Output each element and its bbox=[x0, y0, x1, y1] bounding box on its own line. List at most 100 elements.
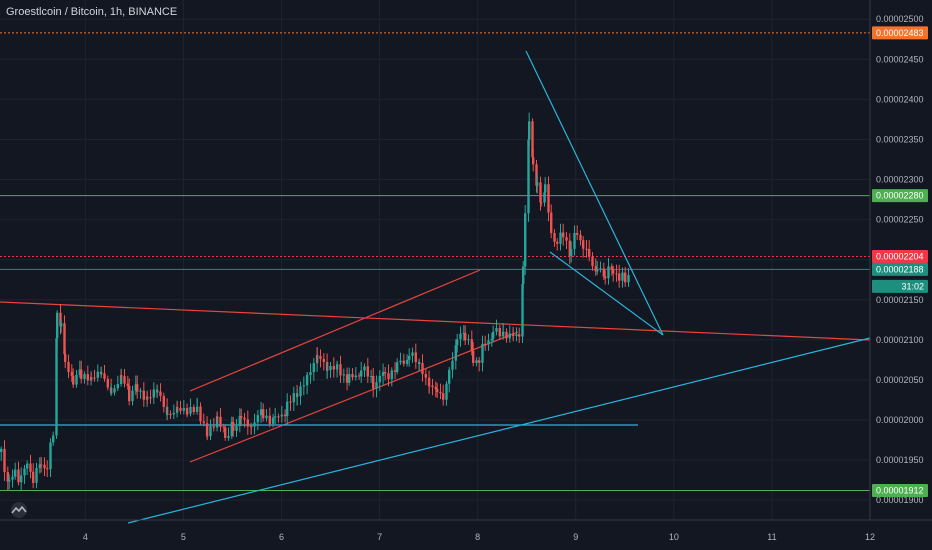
countdown-box bbox=[872, 279, 928, 293]
candle-body bbox=[498, 327, 501, 337]
candle-body bbox=[83, 374, 86, 379]
candle-body bbox=[131, 390, 134, 402]
candle-body bbox=[518, 334, 521, 337]
price-tags: 0.00002483 0.00002280 0.00002204 0.00002188… bbox=[872, 26, 928, 498]
candle-body bbox=[70, 371, 73, 376]
candle-body bbox=[43, 464, 46, 469]
bar-countdown: 31:02 bbox=[872, 279, 928, 293]
price-tag-label: 0.00002280 bbox=[876, 191, 924, 201]
candle-body bbox=[475, 360, 478, 363]
candle-body bbox=[23, 468, 26, 476]
candle-body bbox=[56, 312, 59, 339]
candle-body bbox=[456, 339, 459, 346]
candle-body bbox=[136, 384, 139, 392]
candle-body bbox=[189, 407, 192, 414]
candle-body bbox=[11, 476, 14, 480]
candle-body bbox=[72, 375, 75, 385]
candle-body bbox=[206, 435, 209, 437]
candle-body bbox=[375, 382, 378, 389]
time-axis[interactable]: 4 5 6 7 8 9 10 11 12 bbox=[83, 532, 875, 542]
candle-body bbox=[454, 345, 457, 361]
candle-body bbox=[618, 273, 621, 281]
time-tick-label: 9 bbox=[573, 532, 578, 542]
candle-body bbox=[478, 360, 481, 363]
price-tag-box bbox=[872, 26, 928, 40]
candle-body bbox=[312, 363, 315, 373]
candle-body bbox=[418, 362, 421, 364]
candle-body bbox=[17, 469, 20, 483]
candle-body bbox=[543, 192, 546, 203]
candle-body bbox=[142, 390, 145, 400]
candle-body bbox=[186, 413, 189, 415]
candle-body bbox=[253, 422, 256, 427]
candle-body bbox=[596, 269, 599, 272]
candle-body bbox=[399, 360, 402, 363]
candle-body bbox=[283, 414, 287, 417]
candle-body bbox=[159, 391, 162, 396]
candle-body bbox=[271, 417, 275, 424]
price-tag-label: 0.00001912 bbox=[876, 486, 924, 496]
tradingview-logo-icon[interactable] bbox=[8, 502, 30, 518]
candle-body bbox=[265, 415, 268, 419]
candle-body bbox=[55, 338, 58, 436]
candle-body bbox=[113, 388, 116, 393]
candle-body bbox=[390, 370, 393, 380]
candle-body bbox=[378, 375, 381, 383]
candle-body bbox=[238, 416, 241, 427]
price-tick-label: 0.00001900 bbox=[876, 495, 924, 505]
candle-body bbox=[363, 366, 366, 371]
candle-body bbox=[227, 435, 230, 438]
candle-body bbox=[8, 479, 11, 482]
candle-body bbox=[192, 407, 195, 412]
candle-body bbox=[96, 371, 99, 378]
price-tag-box bbox=[872, 484, 928, 498]
candle-body bbox=[326, 369, 329, 371]
candle-body bbox=[35, 468, 38, 483]
candle-body bbox=[502, 331, 505, 333]
candle-body bbox=[259, 409, 263, 416]
price-level-lines bbox=[0, 32, 870, 492]
candle-body bbox=[274, 416, 277, 418]
candle-body bbox=[553, 233, 556, 242]
candle-body bbox=[565, 237, 568, 241]
candle-body bbox=[199, 406, 202, 422]
candle-body bbox=[470, 339, 473, 351]
candle-body bbox=[522, 266, 525, 285]
candle-body bbox=[550, 212, 553, 234]
candle-body bbox=[599, 268, 602, 270]
candle-body bbox=[451, 360, 454, 370]
candle-body bbox=[230, 422, 233, 436]
price-tick-label: 0.00002050 bbox=[876, 375, 924, 385]
candle-body bbox=[396, 362, 399, 372]
candle-body bbox=[250, 426, 253, 428]
candle-body bbox=[106, 378, 109, 388]
candle-body bbox=[162, 395, 165, 407]
candle-body bbox=[357, 375, 361, 377]
candle-body bbox=[277, 416, 280, 418]
candle-body bbox=[306, 374, 309, 376]
candle-body bbox=[52, 435, 55, 443]
time-tick-label: 10 bbox=[669, 532, 679, 542]
candle-body bbox=[445, 383, 448, 400]
candle-body bbox=[280, 414, 283, 417]
channel-upper-line bbox=[189, 269, 481, 392]
price-tag-label: 0.00002204 bbox=[876, 251, 924, 261]
candle-body bbox=[90, 377, 93, 379]
candle-body bbox=[604, 276, 607, 279]
candle-body bbox=[126, 383, 129, 386]
candle-body bbox=[535, 164, 538, 186]
price-tag-label: 0.00002188 bbox=[876, 264, 924, 274]
candle-body bbox=[405, 359, 409, 364]
candle-body bbox=[591, 256, 594, 267]
candle-body bbox=[562, 232, 565, 238]
price-tick-label: 0.00002450 bbox=[876, 54, 924, 64]
candle-body bbox=[256, 415, 259, 423]
candle-body bbox=[570, 248, 573, 256]
price-tick-label: 0.00002250 bbox=[876, 215, 924, 225]
candle-body bbox=[472, 350, 475, 363]
price-tick-label: 0.00001950 bbox=[876, 455, 924, 465]
candle-body bbox=[212, 426, 215, 428]
candle-body bbox=[299, 386, 302, 397]
price-tick-label: 0.00002000 bbox=[876, 415, 924, 425]
